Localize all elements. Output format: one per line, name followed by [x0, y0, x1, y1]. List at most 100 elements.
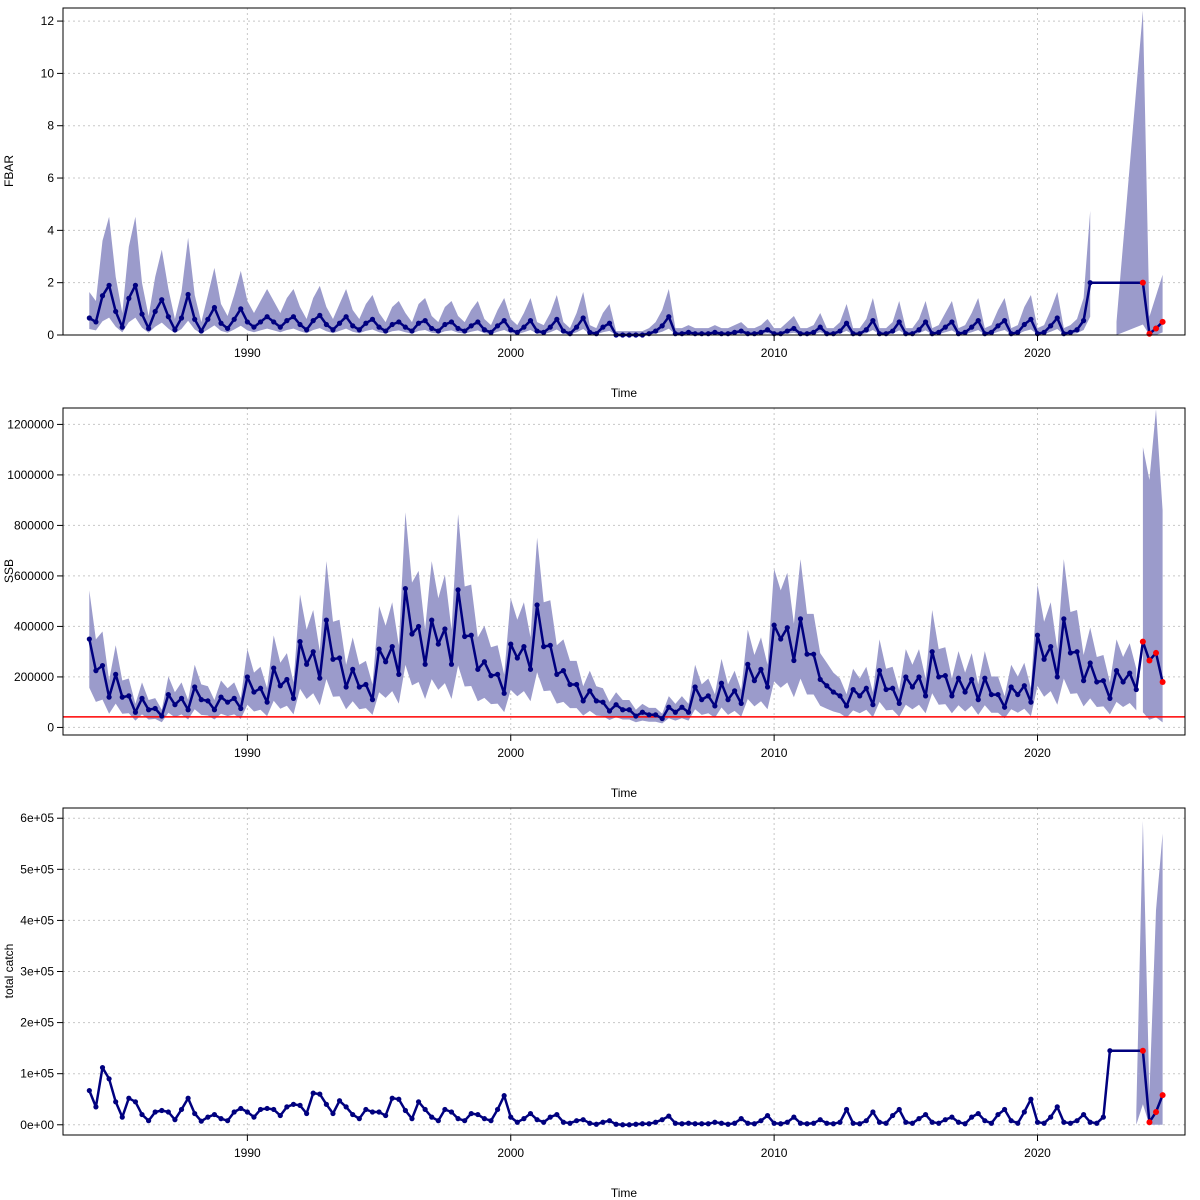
ssb-data-point [205, 698, 211, 704]
catch-data-point [1001, 1106, 1008, 1113]
fbar-data-point [310, 318, 316, 324]
fbar-data-point [606, 320, 613, 326]
fbar-data-point [969, 324, 975, 330]
catch-data-point [1107, 1048, 1113, 1054]
fbar-data-point [106, 282, 112, 288]
catch-data-point [712, 1119, 718, 1125]
fbar-data-point [850, 331, 856, 337]
catch-ytick-label-0: 0e+00 [20, 1118, 54, 1132]
fbar-data-point [692, 331, 698, 337]
catch-data-point [982, 1118, 988, 1124]
ssb-data-point [383, 659, 389, 665]
ssb-data-point [336, 655, 343, 661]
catch-data-point [784, 1119, 790, 1125]
ssb-data-point [494, 671, 501, 677]
catch-data-point [1087, 1119, 1093, 1125]
fbar-data-point [1021, 321, 1027, 328]
catch-data-point [929, 1119, 935, 1125]
ssb-data-point [692, 684, 698, 690]
ssb-data-point [666, 704, 672, 710]
ssb-data-point [422, 661, 428, 667]
fbar-ytick-label-4: 8 [47, 119, 54, 133]
ssb-data-point [185, 707, 191, 713]
fbar-data-point [369, 316, 376, 322]
ssb-data-point [876, 668, 883, 674]
catch-data-point [159, 1107, 165, 1114]
catch-data-point [468, 1110, 474, 1117]
fbar-data-point [732, 329, 738, 335]
fbar-data-point [705, 331, 711, 337]
ssb-data-point [238, 705, 244, 712]
ssb-highlight-point-0 [1139, 638, 1146, 645]
fbar-highlight-point-3 [1159, 318, 1166, 325]
catch-data-point [699, 1121, 705, 1127]
catch-data-point [606, 1118, 613, 1124]
ssb-data-point [1080, 678, 1087, 684]
catch-data-point [323, 1101, 329, 1107]
catch-data-point [955, 1119, 962, 1125]
catch-data-point [1015, 1120, 1021, 1126]
ssb-data-point [600, 699, 606, 705]
catch-data-point [883, 1120, 889, 1126]
ssb-data-point [541, 644, 547, 650]
fbar-data-point [837, 328, 843, 334]
fbar-data-point [336, 320, 343, 326]
catch-data-point [218, 1116, 224, 1122]
ssb-highlight-points [1139, 638, 1166, 685]
catch-data-point [903, 1119, 909, 1125]
catch-data-point [1021, 1109, 1027, 1115]
ssb-data-point [705, 693, 711, 699]
ssb-data-point [330, 656, 336, 662]
fbar-xtick-label-0: 1990 [234, 346, 261, 360]
catch-data-point [639, 1121, 646, 1127]
fbar-x-axis: 1990 2000 2010 2020 [234, 335, 1051, 360]
ssb-data-point [646, 712, 652, 718]
fbar-data-point [804, 331, 810, 337]
ssb-data-point [1127, 670, 1133, 676]
catch-series [86, 1048, 1164, 1128]
catch-data-point [192, 1110, 198, 1117]
ssb-data-point [1113, 668, 1120, 674]
catch-data-point [448, 1109, 455, 1115]
catch-highlight-point-1 [1146, 1119, 1153, 1126]
fbar-data-point [942, 324, 948, 330]
ssb-data-point [211, 707, 218, 713]
catch-data-point [139, 1111, 145, 1118]
fbar-data-point [389, 321, 395, 328]
ssb-data-point [244, 674, 250, 680]
ssb-data-point [508, 641, 514, 647]
ssb-data-point [1015, 691, 1021, 698]
ssb-data-point [1028, 699, 1034, 705]
ssb-data-point [119, 694, 125, 700]
catch-data-point [271, 1106, 277, 1113]
fbar-data-point [225, 325, 231, 332]
catch-data-point [916, 1116, 922, 1122]
catch-data-point [376, 1109, 382, 1115]
fbar-data-point [192, 316, 198, 322]
fbar-data-point [152, 308, 158, 315]
ssb-data-point [606, 708, 613, 714]
ssb-ytick-label-2: 400000 [14, 619, 54, 633]
catch-data-point [1028, 1096, 1034, 1102]
catch-data-point [600, 1119, 606, 1125]
fbar-data-point [514, 329, 520, 335]
catch-data-point [231, 1109, 237, 1115]
ssb-plot-frame [62, 407, 1186, 736]
ssb-xtick-label-2: 2010 [761, 746, 788, 760]
ssb-data-point [870, 702, 876, 708]
fbar-data-point [1061, 331, 1067, 337]
ssb-ytick-label-0: 0 [47, 720, 54, 734]
catch-data-point [942, 1117, 948, 1123]
fbar-data-point [797, 331, 804, 337]
ssb-data-point [653, 712, 659, 718]
catch-data-point [771, 1120, 777, 1126]
fbar-data-point [534, 328, 540, 334]
catch-data-point [1074, 1118, 1080, 1124]
ssb-data-point [982, 675, 988, 681]
ssb-ytick-label-4: 800000 [14, 518, 54, 532]
ssb-data-point [659, 715, 665, 722]
ssb-data-point [732, 688, 738, 694]
fbar-data-point [916, 327, 922, 333]
ssb-data-point [488, 673, 494, 679]
ssb-data-point [356, 684, 362, 690]
